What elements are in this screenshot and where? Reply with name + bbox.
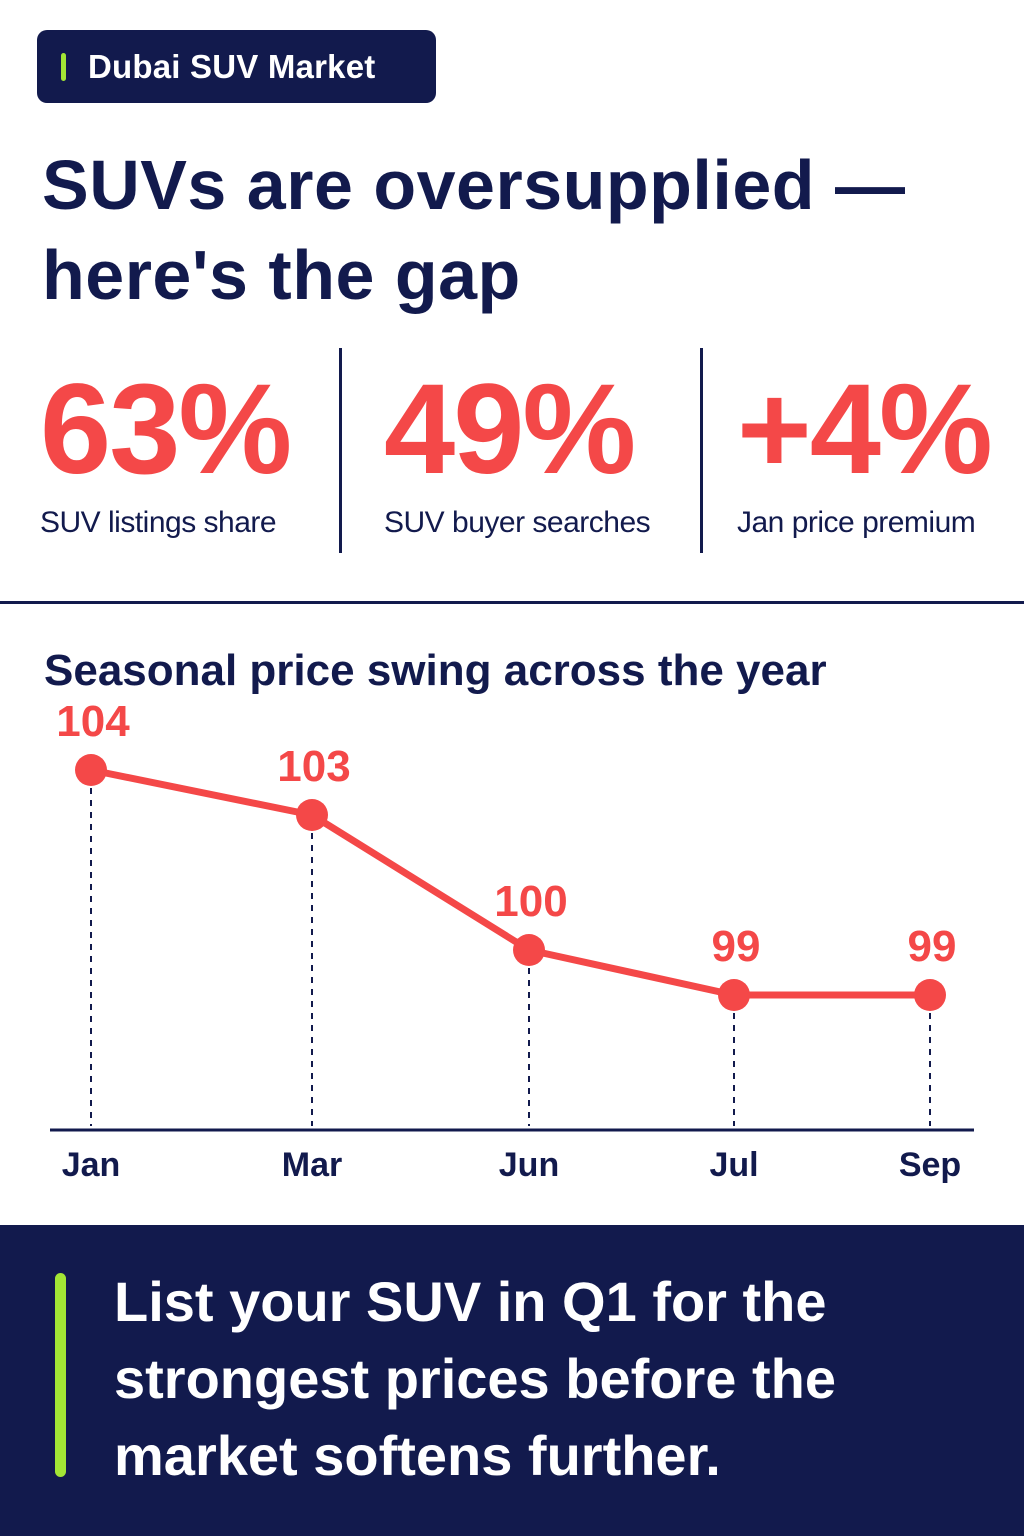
data-label-jun: 100 <box>494 877 567 926</box>
x-tick-label-jun: Jun <box>499 1146 559 1184</box>
stat-listings-share: 63% SUV listings share <box>40 358 292 540</box>
cta-text: List your SUV in Q1 for the strongest pr… <box>114 1270 836 1487</box>
data-point-sep <box>914 979 946 1011</box>
stat-label: SUV listings share <box>40 506 277 539</box>
tag-accent-bar <box>61 52 66 81</box>
stat-value: +4% <box>737 358 993 501</box>
cta-accent-bar <box>55 1273 66 1477</box>
data-point-jul <box>718 979 750 1011</box>
data-label-jul: 99 <box>712 922 761 971</box>
stat-divider <box>339 348 342 553</box>
stat-divider <box>700 348 703 553</box>
stat-value: 49% <box>384 358 636 501</box>
topic-tag: Dubai SUV Market <box>37 30 436 103</box>
stat-label: SUV buyer searches <box>384 506 651 539</box>
stat-price-premium: +4% Jan price premium <box>737 358 993 540</box>
data-point-mar <box>296 799 328 831</box>
data-label-sep: 99 <box>908 922 957 971</box>
data-label-jan: 104 <box>56 700 130 746</box>
data-point-jan <box>75 754 107 786</box>
x-tick-label-mar: Mar <box>282 1146 342 1184</box>
x-tick-label-jul: Jul <box>709 1146 758 1184</box>
call-to-action-banner: List your SUV in Q1 for the strongest pr… <box>0 1225 1024 1536</box>
section-divider <box>0 601 1024 604</box>
stat-value: 63% <box>40 358 292 501</box>
data-label-mar: 103 <box>277 742 350 791</box>
price-line-chart: 104 103 100 99 99 Jan Mar Jun Jul Sep <box>50 700 974 1184</box>
headline: SUVs are oversupplied — here's the gap <box>42 146 906 314</box>
data-point-jun <box>513 934 545 966</box>
chart-title: Seasonal price swing across the year <box>44 646 827 695</box>
stat-buyer-searches: 49% SUV buyer searches <box>384 358 651 540</box>
tag-label: Dubai SUV Market <box>88 47 376 85</box>
stat-label: Jan price premium <box>737 506 976 539</box>
x-tick-label-sep: Sep <box>899 1146 961 1184</box>
x-tick-label-jan: Jan <box>62 1146 121 1184</box>
